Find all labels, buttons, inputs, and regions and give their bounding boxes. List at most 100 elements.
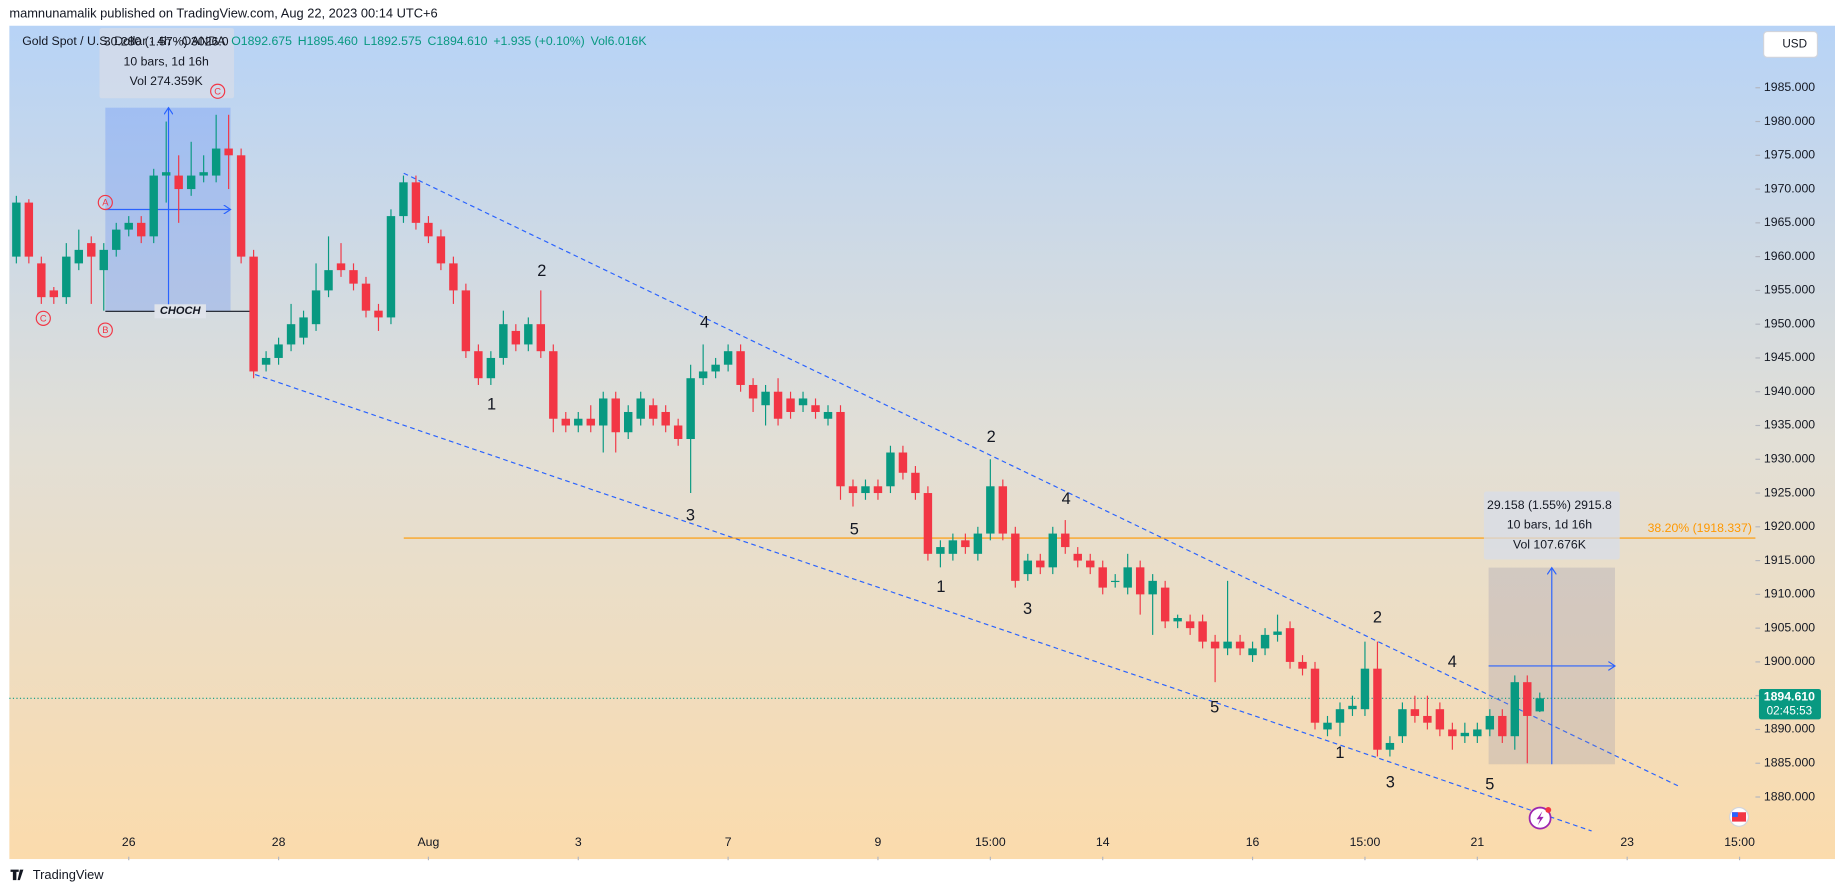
candle-body	[661, 411, 670, 426]
measure-label: 29.158 (1.55%) 2915.8	[1487, 498, 1612, 512]
candle-body	[911, 472, 920, 494]
candle-body	[24, 202, 34, 257]
wave-label: 1	[487, 395, 496, 413]
price-label-box	[1758, 688, 1821, 720]
y-tick-label: 1980.000	[1764, 114, 1815, 128]
candle-body	[1323, 722, 1332, 730]
candle-body	[561, 418, 570, 426]
y-tick-label: 1900.000	[1764, 654, 1815, 668]
candle-body	[823, 411, 833, 419]
candle-body	[599, 398, 608, 426]
candle-body	[736, 351, 745, 385]
candle-body	[1373, 668, 1382, 750]
candle-body	[499, 324, 508, 358]
plot: 1880.0001885.0001890.0001895.0001900.000…	[9, 28, 1821, 861]
y-tick-label: 1960.000	[1764, 249, 1815, 263]
legend-volume: Vol6.016K	[591, 34, 648, 48]
legend-low: L1892.575	[364, 34, 422, 48]
candle-body	[1398, 709, 1407, 737]
wave-label: 4	[1062, 490, 1071, 508]
candle-body	[948, 540, 958, 554]
candle-body	[1435, 709, 1445, 730]
candle-body	[1535, 698, 1544, 712]
y-tick-label: 1890.000	[1764, 722, 1815, 736]
wave-label: 2	[1373, 608, 1382, 626]
y-tick-label: 1920.000	[1764, 519, 1815, 533]
circled-marker	[97, 194, 113, 211]
candle-body	[524, 324, 533, 345]
y-tick-label: 1970.000	[1764, 181, 1815, 195]
candle-body	[1061, 533, 1070, 548]
chart-background	[9, 25, 1835, 860]
y-tick-label: 1930.000	[1764, 452, 1815, 466]
legend: Gold Spot / U.S. Dollar · 4h · OANDA O189…	[22, 34, 647, 48]
candle-body	[848, 486, 858, 494]
candle-body	[1310, 668, 1320, 723]
y-tick-label: 1915.000	[1764, 553, 1815, 567]
candle-body	[161, 172, 171, 176]
candle-body	[461, 290, 471, 352]
candle-body	[1348, 705, 1357, 710]
x-tick-label: 3	[575, 835, 582, 849]
candle-body	[411, 182, 421, 223]
event-flag[interactable]	[1729, 806, 1749, 827]
candle-body	[1335, 709, 1345, 723]
x-tick-label: 21	[1471, 835, 1485, 849]
measure-label: Vol 107.676K	[1513, 538, 1587, 552]
candle-body	[1298, 661, 1307, 669]
candle-body	[586, 418, 595, 426]
measure-label: 30.280 (1.57%) 3026.0	[104, 34, 229, 48]
x-tick-label: 9	[875, 835, 882, 849]
candle-body	[37, 263, 46, 298]
candle-body	[1148, 580, 1157, 595]
currency-box[interactable]	[1763, 31, 1819, 58]
legend-change: +1.935 (+0.10%)	[493, 34, 584, 48]
candle-body	[436, 236, 446, 264]
candle-body	[1185, 621, 1195, 629]
x-tick-label: 28	[272, 835, 286, 849]
candle-body	[798, 398, 808, 406]
candle-body	[574, 418, 583, 426]
y-tick-label: 1945.000	[1764, 350, 1815, 364]
y-tick-label: 1955.000	[1764, 283, 1815, 297]
candle-body	[986, 486, 995, 534]
wave-label: 3	[686, 506, 695, 524]
y-tick-label: 1880.000	[1764, 789, 1815, 803]
candle-body	[1173, 618, 1182, 622]
candle-body	[686, 378, 695, 440]
alert-icon[interactable]	[1528, 806, 1552, 830]
price-label: 1894.610	[1764, 689, 1815, 703]
candle-body	[1473, 729, 1482, 737]
candle-body	[1485, 715, 1495, 730]
candle-body	[424, 222, 433, 237]
candle-body	[1123, 567, 1132, 588]
candle-body	[761, 391, 770, 406]
candle-body	[12, 202, 21, 257]
x-tick-label: 15:00	[1724, 835, 1755, 849]
candle-body	[836, 411, 845, 487]
candle-body	[149, 175, 158, 237]
candle-body	[1073, 553, 1082, 561]
wave-label: 2	[987, 428, 996, 446]
y-tick-label: 1975.000	[1764, 148, 1815, 162]
y-tick-label: 1910.000	[1764, 587, 1815, 601]
candle-body	[936, 547, 945, 554]
wave-label: 5	[850, 521, 859, 539]
circled-label: C	[40, 313, 47, 323]
x-tick-label: 14	[1096, 835, 1110, 849]
currency[interactable]: USD	[1782, 38, 1807, 51]
candle-body	[861, 486, 870, 494]
y-tick-label: 1940.000	[1764, 384, 1815, 398]
candle-body	[1023, 560, 1033, 575]
candle-body	[299, 317, 308, 338]
measure-label: 10 bars, 1d 16h	[124, 54, 209, 68]
candle-body	[224, 148, 233, 156]
candle-body	[549, 351, 558, 419]
x-tick-label: 23	[1620, 835, 1634, 849]
circled-marker	[97, 322, 113, 338]
y-tick-label: 1950.000	[1764, 316, 1815, 330]
y-tick-label: 1985.000	[1764, 80, 1815, 94]
circled-marker	[35, 310, 51, 326]
candle-body	[336, 263, 346, 271]
y-tick-label: 1905.000	[1764, 620, 1815, 634]
